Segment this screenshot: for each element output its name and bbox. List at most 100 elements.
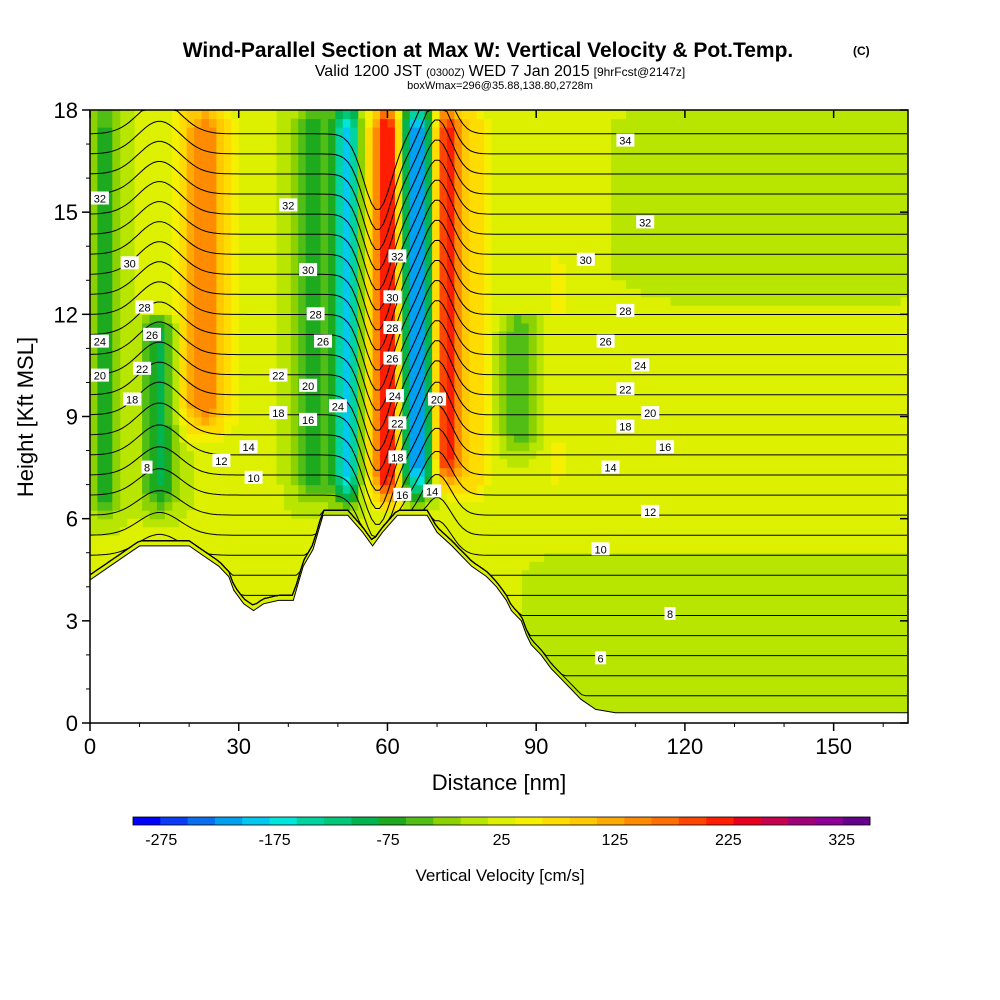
velocity-cell [380,135,388,145]
velocity-cell [476,237,485,247]
velocity-cell [588,178,597,188]
velocity-cell [461,518,470,528]
velocity-cell [618,391,626,401]
velocity-cell [231,297,240,307]
velocity-cell [223,484,232,494]
velocity-cell [692,459,701,469]
velocity-cell [134,518,143,528]
velocity-cell [216,322,225,332]
velocity-cell [506,391,515,401]
velocity-cell [476,305,485,315]
velocity-cell [290,118,299,128]
velocity-cell [209,510,217,520]
velocity-cell [97,110,106,120]
velocity-cell [558,484,567,494]
velocity-cell [387,178,396,188]
velocity-cell [491,433,500,443]
velocity-cell [253,425,262,435]
velocity-cell [253,501,262,511]
velocity-cell [350,322,359,332]
velocity-cell [342,212,351,222]
velocity-cell [558,527,567,537]
velocity-cell [491,271,500,281]
velocity-cell [357,322,366,332]
velocity-cell [707,425,716,435]
velocity-cell [380,416,388,426]
velocity-cell [387,467,396,477]
velocity-cell [275,535,284,545]
velocity-cell [558,356,567,366]
velocity-cell [491,161,500,171]
velocity-cell [335,152,344,162]
velocity-cell [238,391,247,401]
velocity-cell [424,493,433,503]
velocity-cell [662,305,671,315]
velocity-cell [499,535,507,545]
velocity-cell [380,476,388,486]
velocity-cell [238,578,247,588]
velocity-cell [640,314,649,324]
velocity-cell [290,552,299,562]
velocity-cell [186,331,195,341]
velocity-cell [536,178,545,188]
velocity-cell [179,322,188,332]
velocity-cell [543,305,552,315]
velocity-cell [238,552,247,562]
velocity-cell [484,391,493,401]
velocity-cell [313,433,322,443]
velocity-cell [320,195,329,205]
velocity-cell [357,178,366,188]
velocity-cell [223,288,232,298]
velocity-cell [476,561,485,571]
velocity-cell [454,493,463,503]
velocity-cell [499,118,507,128]
velocity-cell [186,195,195,205]
velocity-cell [461,416,470,426]
velocity-cell [528,297,537,307]
velocity-cell [595,391,604,401]
velocity-cell [558,212,567,222]
velocity-cell [424,271,433,281]
velocity-cell [171,110,180,120]
velocity-cell [454,510,463,520]
velocity-cell [484,552,493,562]
velocity-cell [261,186,269,196]
velocity-cell [409,467,418,477]
velocity-cell [313,356,322,366]
velocity-cell [149,425,158,435]
velocity-cell [454,433,463,443]
velocity-cell [409,212,418,222]
velocity-cell [476,408,485,418]
velocity-cell [506,586,515,596]
velocity-cell [90,348,98,358]
velocity-cell [246,518,255,528]
velocity-cell [439,254,448,264]
velocity-cell [90,263,98,273]
velocity-cell [454,263,463,273]
velocity-cell [558,186,567,196]
velocity-cell [350,144,359,154]
velocity-cell [305,442,314,452]
velocity-cell [417,135,426,145]
velocity-cell [112,118,121,128]
velocity-cell [632,314,641,324]
velocity-cell [156,144,165,154]
velocity-cell [513,348,522,358]
velocity-cell [409,433,418,443]
velocity-cell [670,493,678,503]
velocity-cell [499,552,507,562]
velocity-cell [558,152,567,162]
velocity-cell [342,305,351,315]
velocity-cell [238,569,247,579]
velocity-cell [469,254,478,264]
velocity-cell [670,416,678,426]
velocity-cell [513,178,522,188]
velocity-cell [342,314,351,324]
velocity-cell [513,476,522,486]
velocity-cell [246,305,255,315]
velocity-cell [268,356,277,366]
velocity-cell [446,118,455,128]
velocity-cell [142,203,151,213]
velocity-cell [551,527,560,537]
velocity-cell [513,110,522,120]
